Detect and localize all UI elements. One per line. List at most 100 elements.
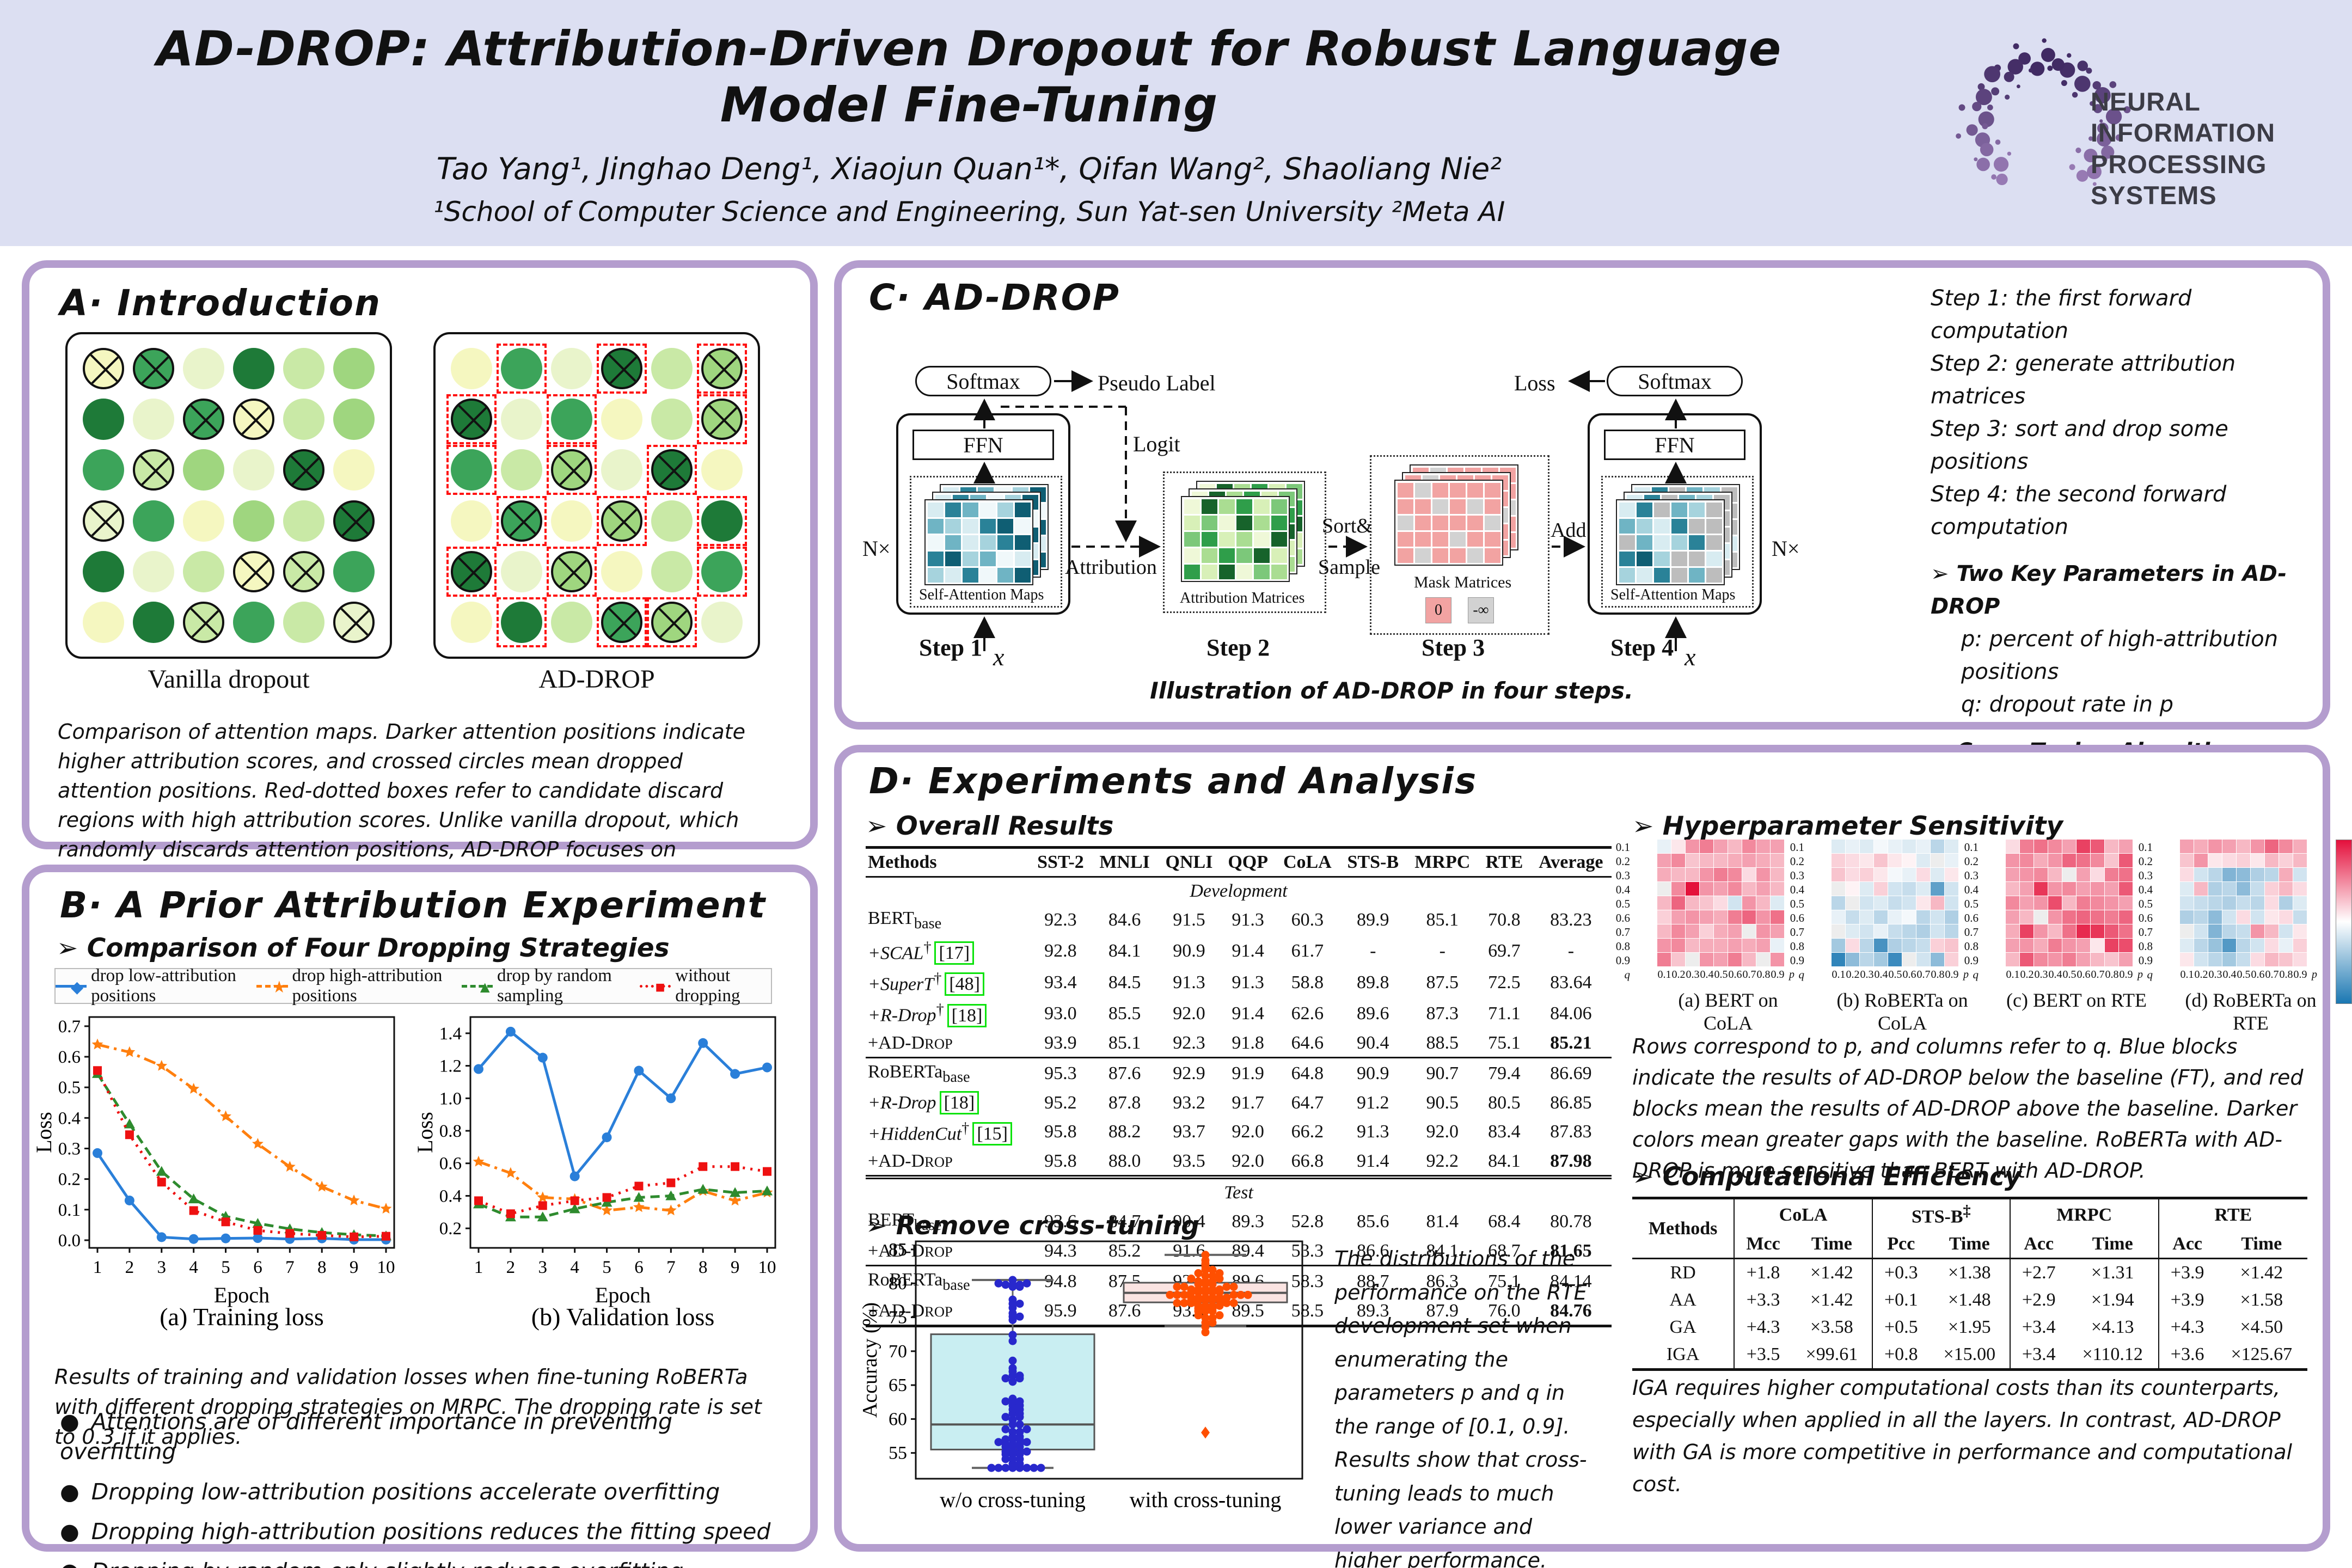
heatmap-cell: [1771, 882, 1784, 896]
legend-item: ◆ drop low-attribution positions: [56, 966, 256, 1006]
heatmap-cell: [2048, 854, 2062, 867]
logo-dot: [1974, 157, 1978, 162]
matrix-cell: [1414, 499, 1431, 514]
y-tick-label: 75: [889, 1308, 907, 1328]
x-tick-label: 6: [253, 1258, 262, 1277]
matrix-cell: [1671, 518, 1687, 534]
swarm-point: [1208, 1272, 1217, 1281]
dataset-header: RTE: [2158, 1198, 2307, 1231]
series-line-0: [96, 1152, 386, 1241]
attention-circle-dropped: [333, 602, 375, 644]
attention-circle-dropped: [451, 550, 492, 592]
heatmap-x-axis-label: p: [1963, 969, 1969, 981]
heatmap-cell: [2034, 840, 2048, 853]
heatmap-cell: [2119, 924, 2133, 938]
data-point: [350, 1232, 359, 1241]
logo-dot: [2061, 79, 2067, 86]
metric-value: 81.65: [1550, 1240, 1592, 1261]
swarm-point: [1022, 1447, 1031, 1456]
method-subscript: base: [942, 1068, 970, 1086]
method-name: +AD-DROP: [866, 1030, 1030, 1058]
metric-value: -: [1439, 941, 1445, 961]
dataset-header: STS-B‡: [1871, 1198, 2010, 1231]
method-main: RoBERTa: [868, 1269, 943, 1290]
heatmap-xtick: 0.5: [1888, 969, 1902, 981]
matrix-cell: [1397, 499, 1413, 514]
loss-charts: 0.0 0.1 0.2 0.3 0.4 0.5 0.6 0.7 1 2 3 4 5 6 7 8 9 10 Epoch…: [35, 1009, 797, 1347]
heatmap-cell: [2293, 896, 2307, 910]
matrix-cell: [1253, 531, 1270, 547]
attention-cell: [179, 344, 229, 394]
metric-value: 85.1: [1108, 1032, 1141, 1053]
attention-circle: [333, 550, 375, 592]
attention-circle: [333, 449, 375, 491]
matrix-cell: [1236, 531, 1252, 547]
heatmap-cell: [2119, 910, 2133, 924]
heatmap-cell: [1945, 896, 1958, 910]
attention-cell: [229, 394, 279, 444]
heatmap-cell: [1671, 953, 1685, 966]
attention-cell: [597, 445, 647, 495]
attention-circle: [501, 550, 542, 592]
section-a-heading: A· Introduction: [60, 282, 381, 324]
heatmap-cell: [1832, 939, 1845, 952]
attention-cell: [647, 547, 697, 597]
heatmap-cell: [2034, 953, 2048, 966]
matrix-cell: [1218, 548, 1235, 563]
heatmap-cell: [2265, 854, 2278, 867]
attention-cell: [329, 547, 379, 597]
attention-circle: [601, 398, 642, 440]
data-point: [474, 1064, 483, 1074]
heatmap-xtick: 0.3: [2034, 969, 2048, 981]
heatmap-xtick: 0.4: [2048, 969, 2062, 981]
matrix-cell: [1218, 564, 1235, 579]
heatmap-cell: [2034, 882, 2048, 896]
metric-value: 64.8: [1291, 1063, 1324, 1084]
attention-circle: [501, 347, 542, 389]
comp-value: +1.8: [1734, 1258, 1792, 1287]
swarm-point: [1208, 1265, 1217, 1274]
method-subscript: base: [942, 1276, 970, 1294]
logo-dot: [2077, 60, 2088, 71]
matrix-cell: [1619, 535, 1635, 550]
matrix-row: [1618, 518, 1723, 534]
heatmap-cell: [2265, 868, 2278, 881]
logo-dot: [2075, 148, 2081, 154]
data-point: [665, 1204, 677, 1216]
dataset-header: MRPC: [2009, 1198, 2159, 1231]
attention-circle-dropped: [133, 347, 174, 389]
method-superscript: †: [936, 1001, 944, 1019]
bullet-icon: ●: [60, 1518, 79, 1545]
heatmap-ytick: 0.2: [1790, 855, 1804, 868]
heatmap-cell: [1700, 882, 1713, 896]
matrix-row: [927, 567, 1031, 583]
legend-item: ▲ drop by random sampling: [461, 966, 640, 1006]
swarm-point: [1222, 1293, 1231, 1302]
swarm-point: [1187, 1275, 1196, 1283]
bullet-item: ● Dropping high-attribution positions red…: [60, 1517, 773, 1547]
self-attention-label-2: Self-Attention Maps: [1610, 586, 1736, 603]
drop-grid-row: [78, 597, 379, 647]
heatmap-xtick: 0.7: [1916, 969, 1931, 981]
heatmap-xtick: 0.1: [1832, 969, 1846, 981]
metric-value: 58.5: [1291, 1300, 1324, 1321]
matrix-cell: [1484, 515, 1500, 530]
neurips-logo: NEURAL INFORMATION PROCESSING SYSTEMS: [1949, 27, 2341, 223]
matrix-cell: [962, 551, 978, 566]
mask-stack: [1394, 464, 1525, 573]
metric-value: 89.6: [1357, 1003, 1389, 1024]
attention-circle: [651, 347, 693, 389]
comp-value: ×3.58: [1810, 1317, 1853, 1338]
heatmap-cell: [2062, 910, 2076, 924]
table-row: RoBERTabase 95.3 87.6 92.9 91.9 64.8 90.9 90.7 7…: [866, 1057, 1612, 1089]
chart-caption: (a) Training loss: [160, 1303, 324, 1331]
heatmap-cell: [1756, 910, 1770, 924]
heatmap-cell: [1874, 910, 1888, 924]
matrix-cell: [1467, 499, 1483, 514]
attention-circle: [651, 398, 693, 440]
dataset-name: STS-B: [1912, 1206, 1963, 1227]
dataset-name: RTE: [2214, 1204, 2252, 1225]
category-label: with cross-tuning: [1130, 1487, 1282, 1512]
heatmap-cell: [1657, 854, 1671, 867]
heatmap-cell: [2180, 882, 2194, 896]
